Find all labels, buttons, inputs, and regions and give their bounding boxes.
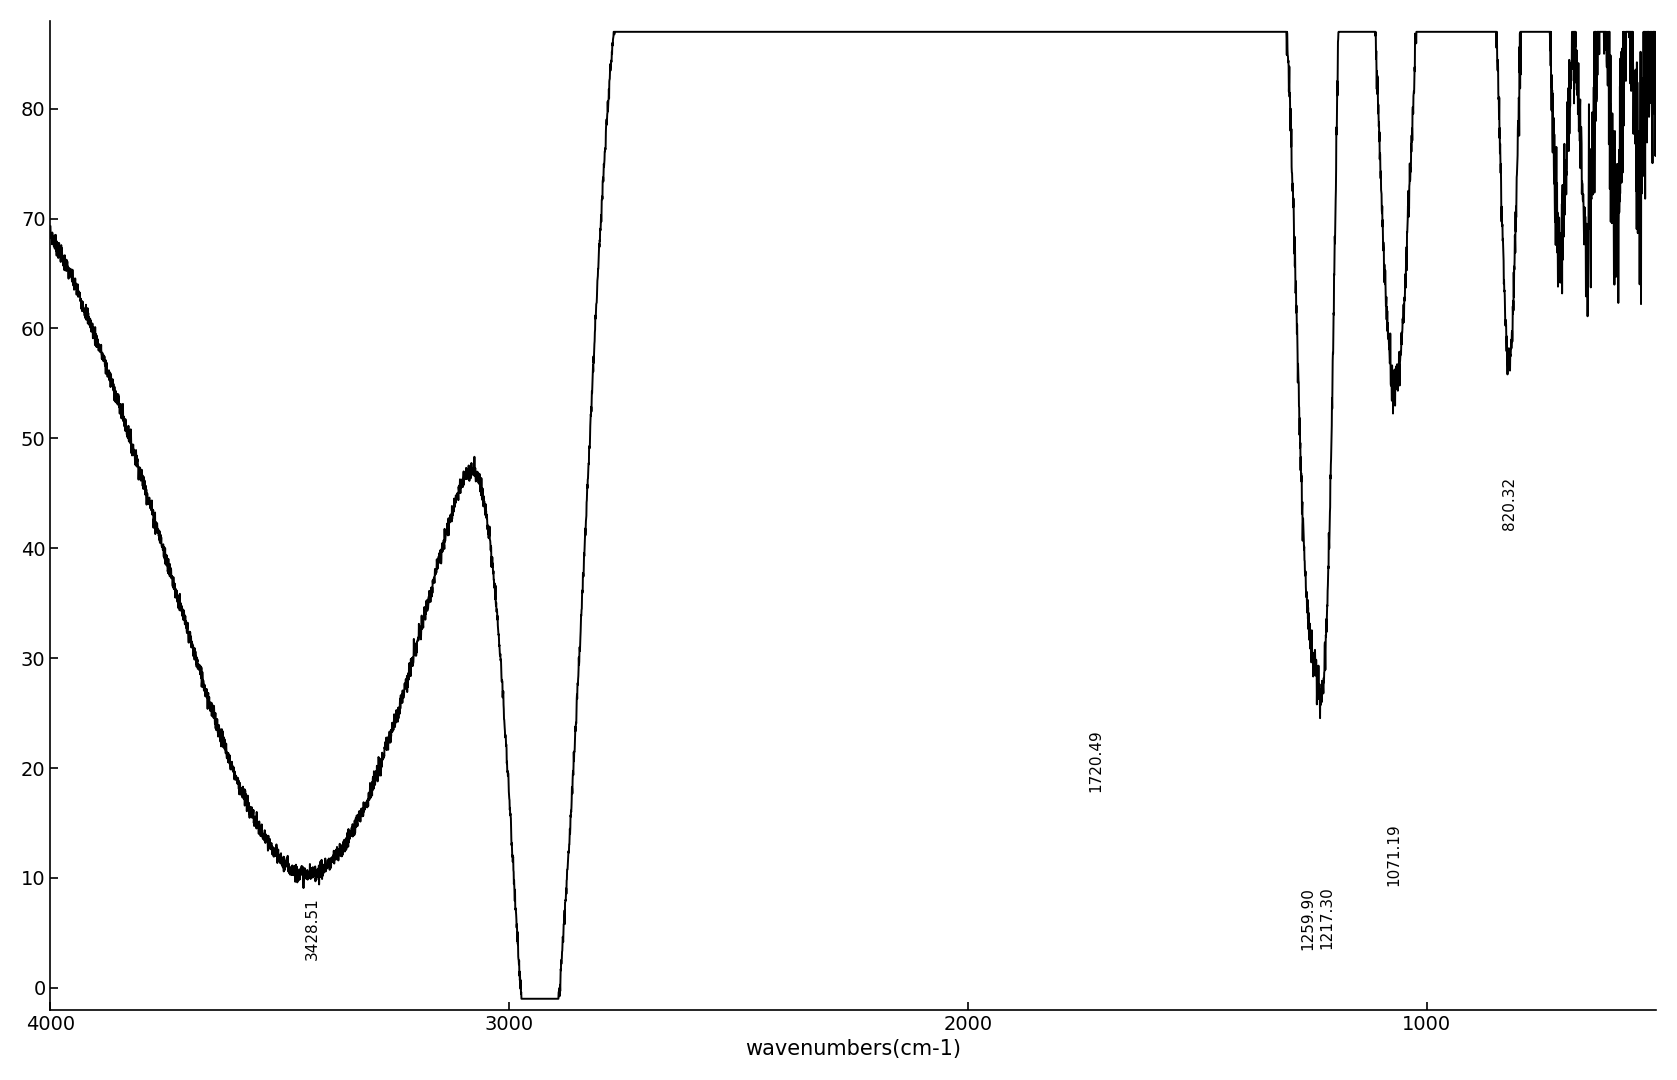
Text: 1720.49: 1720.49 [1088, 730, 1103, 793]
Text: 1259.90: 1259.90 [1300, 887, 1315, 949]
Text: 3428.51: 3428.51 [305, 897, 320, 960]
Text: 1217.30: 1217.30 [1320, 887, 1335, 949]
Text: 1071.19: 1071.19 [1387, 823, 1402, 886]
X-axis label: wavenumbers(cm-1): wavenumbers(cm-1) [745, 1039, 961, 1059]
Text: 820.32: 820.32 [1501, 477, 1516, 530]
